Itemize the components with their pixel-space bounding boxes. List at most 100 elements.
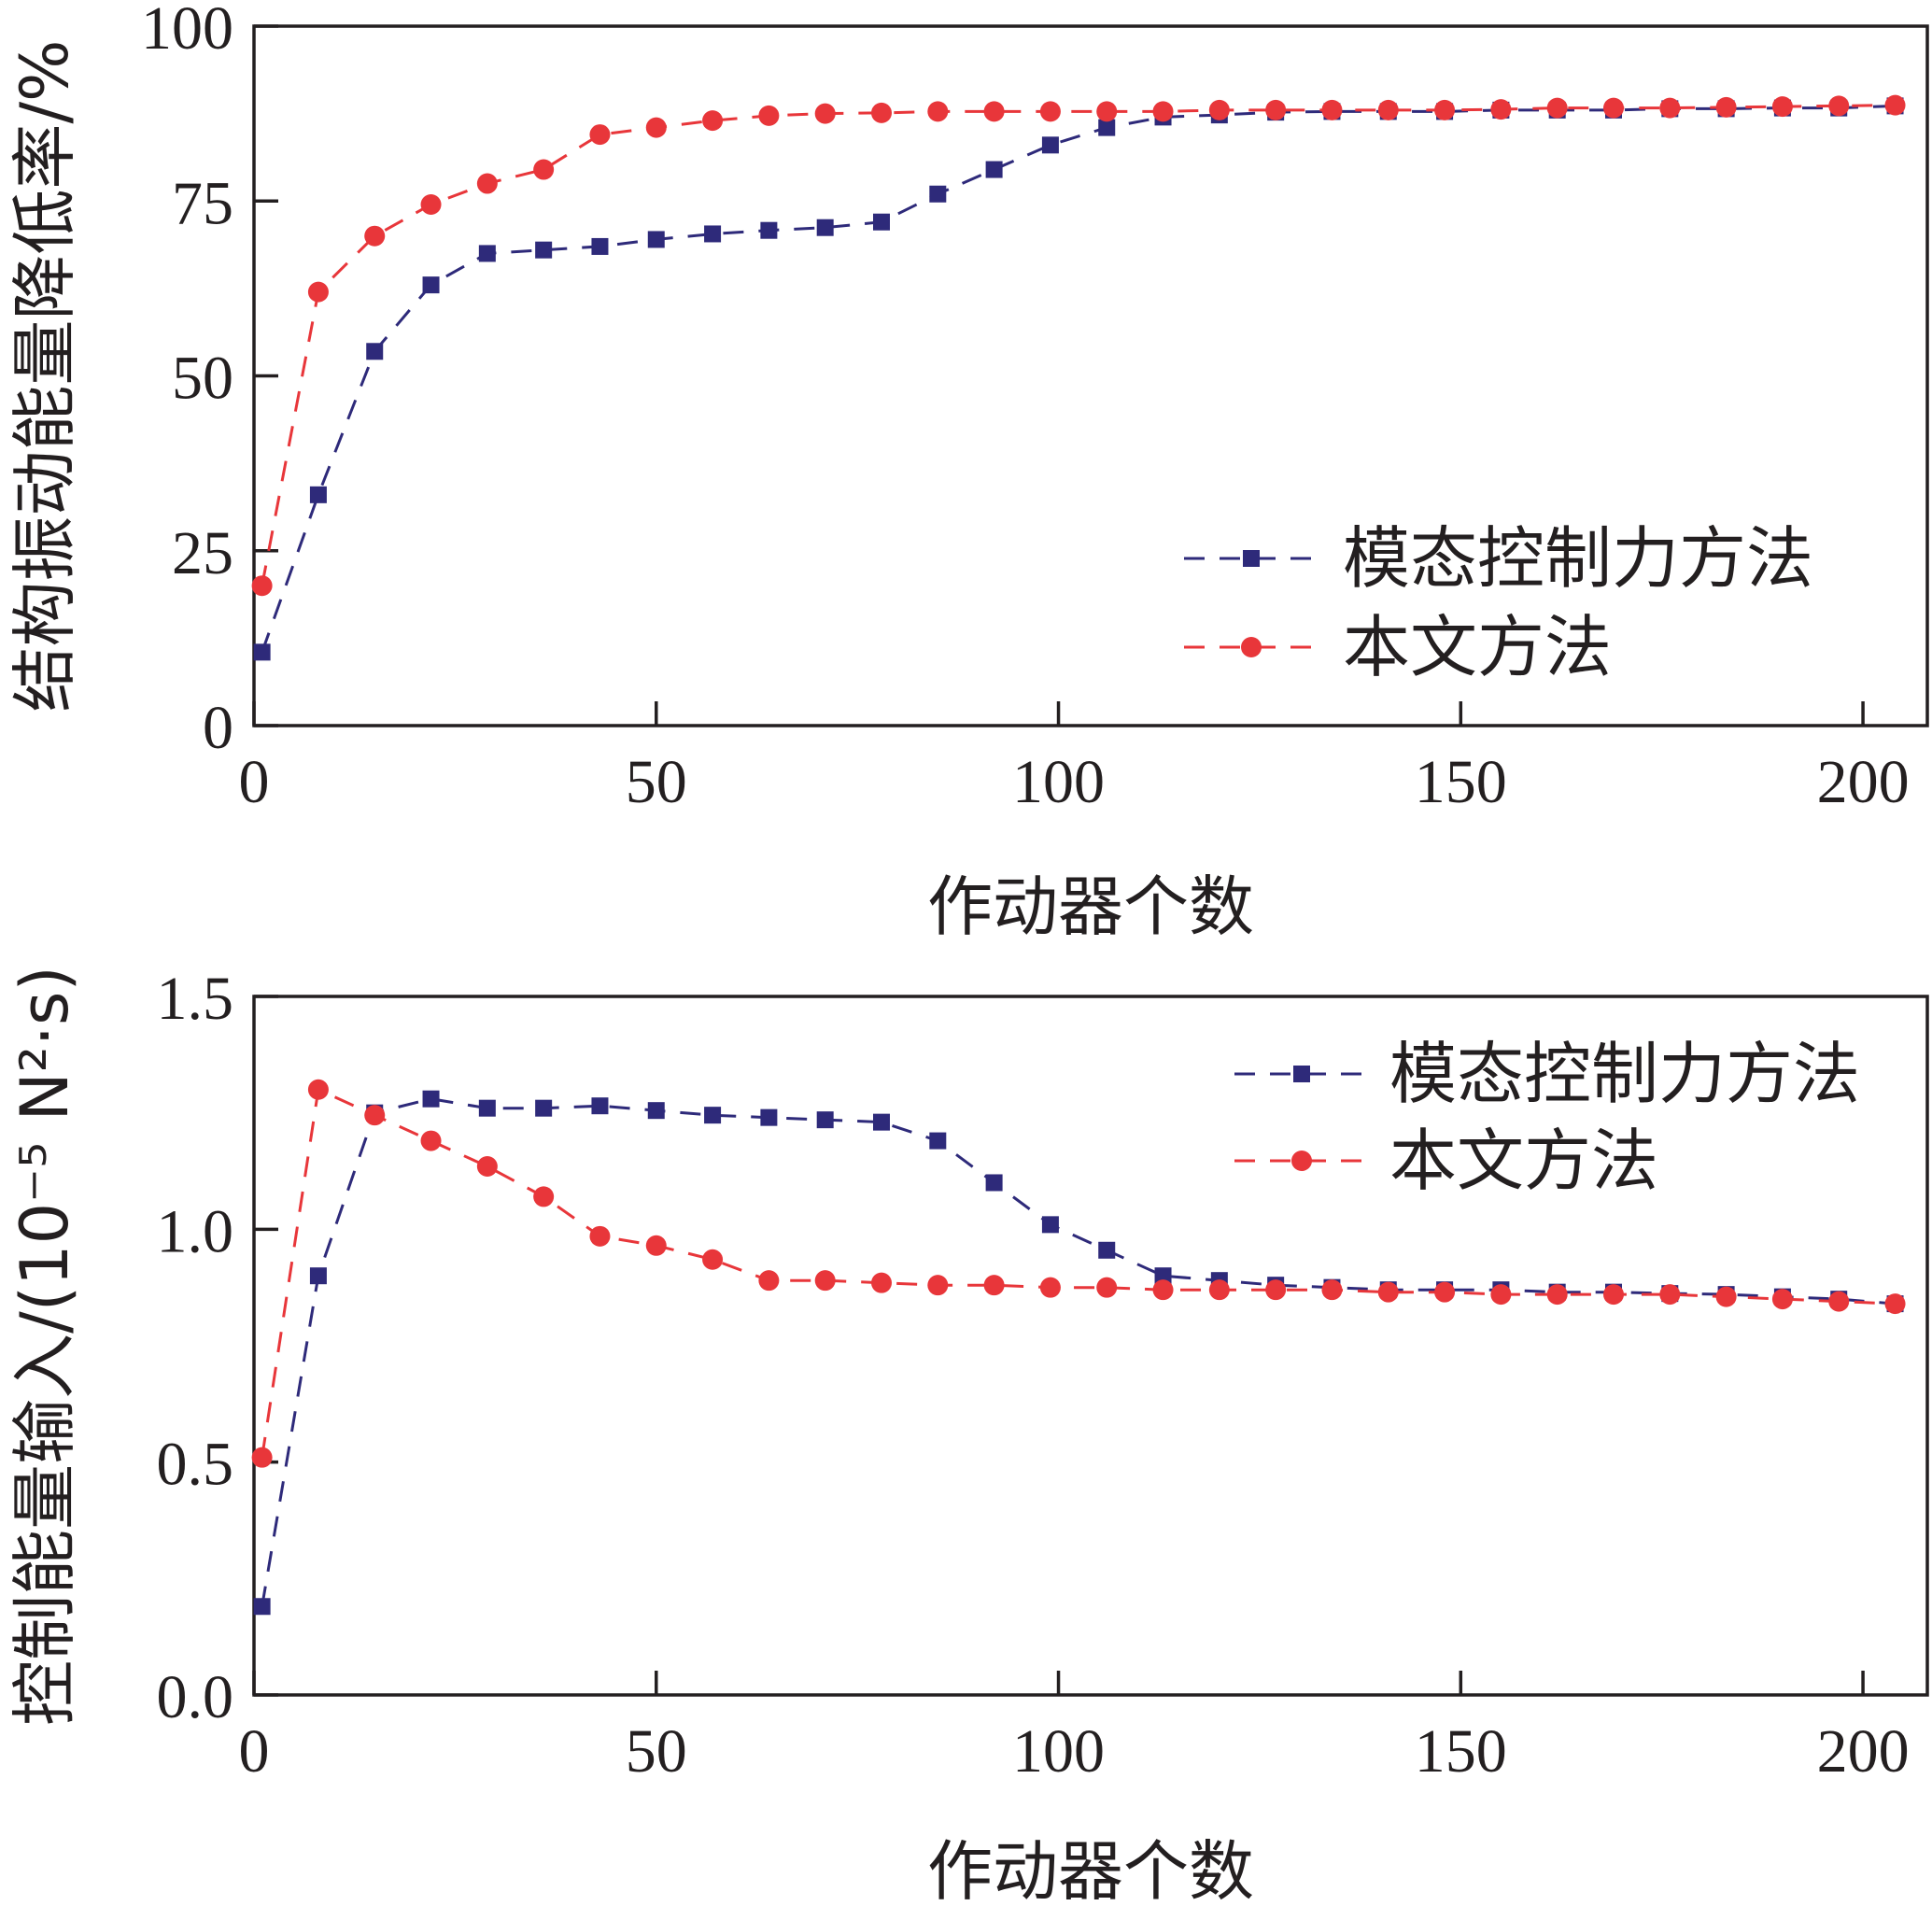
data-point bbox=[985, 1174, 1003, 1192]
legend-marker bbox=[1241, 637, 1262, 657]
data-point bbox=[422, 1090, 440, 1108]
data-point bbox=[929, 185, 947, 203]
y-tick-label: 0.0 bbox=[157, 1663, 234, 1731]
data-point bbox=[591, 1097, 609, 1115]
data-point bbox=[645, 1235, 667, 1256]
data-point bbox=[702, 1249, 724, 1270]
data-point bbox=[1546, 1284, 1568, 1306]
data-point bbox=[873, 213, 890, 231]
data-point bbox=[1377, 1281, 1399, 1303]
legend-marker bbox=[1293, 1066, 1310, 1082]
data-point bbox=[1265, 1279, 1287, 1301]
data-point bbox=[589, 124, 611, 146]
data-point bbox=[1039, 1277, 1061, 1298]
y-tick-label: 75 bbox=[172, 169, 233, 237]
y-tick-label: 1.5 bbox=[157, 965, 234, 1033]
data-point bbox=[476, 173, 498, 194]
data-point bbox=[1884, 1293, 1906, 1315]
data-point bbox=[1603, 97, 1624, 119]
data-point bbox=[364, 1105, 386, 1126]
data-point bbox=[1715, 1286, 1737, 1307]
data-point bbox=[1096, 101, 1118, 122]
plot-frame bbox=[252, 24, 1929, 727]
series-line bbox=[261, 104, 1896, 586]
data-point bbox=[1828, 1291, 1850, 1312]
data-point bbox=[1434, 99, 1456, 120]
data-point bbox=[814, 1270, 836, 1292]
data-point bbox=[702, 110, 724, 132]
data-point bbox=[1771, 96, 1793, 118]
legend-label: 模态控制力方法 bbox=[1389, 1035, 1860, 1113]
series-proposed-method bbox=[251, 94, 1906, 597]
data-point bbox=[647, 1102, 665, 1120]
data-point bbox=[1265, 99, 1287, 120]
y-axis-title: 控制能量输入/(10⁻⁵ N²·s) bbox=[7, 966, 83, 1726]
chart-control-energy: 0 50 100 150 200 0.0 0.5 1.0 1.5 作动器个数 控制能量输入/(10⁻… bbox=[7, 965, 1929, 1906]
y-axis-title: 结构振动能量降低率/% bbox=[7, 39, 83, 712]
data-point bbox=[1208, 99, 1230, 120]
x-tick-label: 0 bbox=[239, 748, 270, 816]
data-point bbox=[591, 237, 609, 255]
data-point bbox=[871, 1272, 892, 1293]
y-tick-label: 100 bbox=[141, 0, 233, 63]
data-point bbox=[1490, 99, 1512, 120]
legend-entry: 模态控制力方法 bbox=[1234, 1035, 1860, 1113]
data-point bbox=[760, 221, 778, 239]
data-point bbox=[1039, 101, 1061, 122]
data-point bbox=[251, 575, 273, 597]
data-point bbox=[307, 1079, 329, 1100]
data-point bbox=[927, 101, 949, 122]
data-point bbox=[476, 1156, 498, 1178]
data-point bbox=[647, 231, 665, 248]
data-point bbox=[253, 1598, 271, 1616]
data-point bbox=[1098, 1241, 1116, 1259]
data-point bbox=[420, 1130, 442, 1151]
data-point bbox=[1096, 1277, 1118, 1298]
data-point bbox=[927, 1275, 949, 1296]
legend-marker bbox=[1243, 550, 1260, 567]
data-point bbox=[985, 161, 1003, 178]
data-point bbox=[758, 105, 780, 126]
x-tick-label: 100 bbox=[1012, 1717, 1105, 1786]
data-point bbox=[873, 1113, 890, 1131]
x-tick-label: 0 bbox=[239, 1717, 270, 1786]
data-point bbox=[309, 1267, 327, 1285]
x-tick-label: 200 bbox=[1817, 748, 1910, 816]
data-point bbox=[253, 643, 271, 661]
data-point bbox=[758, 1270, 780, 1292]
data-point bbox=[1098, 119, 1116, 136]
chart-energy-reduction: 0 50 100 150 200 0 25 50 75 100 作动器个数 结构振动能量降低率/% 模态… bbox=[7, 0, 1929, 945]
data-point bbox=[251, 1447, 273, 1468]
x-tick-label: 150 bbox=[1415, 748, 1507, 816]
x-tick-label: 50 bbox=[626, 748, 687, 816]
data-point bbox=[364, 225, 386, 247]
x-axis-title: 作动器个数 bbox=[927, 868, 1254, 945]
data-point bbox=[535, 1099, 553, 1117]
data-point bbox=[814, 103, 836, 124]
y-tick-label: 50 bbox=[172, 345, 233, 413]
data-point bbox=[704, 225, 722, 243]
data-point bbox=[533, 159, 555, 180]
data-point bbox=[1321, 99, 1343, 120]
data-point bbox=[478, 245, 496, 262]
data-point bbox=[1828, 95, 1850, 117]
data-point bbox=[366, 343, 384, 360]
legend-entry: 本文方法 bbox=[1234, 1122, 1658, 1200]
series-proposed-method bbox=[251, 1079, 1906, 1468]
x-tick-label: 100 bbox=[1012, 748, 1105, 816]
x-axis-title: 作动器个数 bbox=[927, 1833, 1254, 1906]
data-point bbox=[1659, 1284, 1681, 1306]
x-tick-label: 200 bbox=[1817, 1717, 1910, 1786]
data-point bbox=[1434, 1281, 1456, 1303]
data-point bbox=[1154, 1267, 1172, 1285]
legend-marker bbox=[1291, 1151, 1312, 1171]
data-point bbox=[1546, 97, 1568, 119]
data-point bbox=[309, 486, 327, 503]
x-tick-label: 50 bbox=[626, 1717, 687, 1786]
data-point bbox=[1659, 97, 1681, 119]
series-line bbox=[261, 104, 1896, 653]
x-tick-label: 150 bbox=[1415, 1717, 1507, 1786]
legend-label: 本文方法 bbox=[1343, 608, 1612, 686]
legend-entry: 本文方法 bbox=[1184, 608, 1612, 686]
data-point bbox=[704, 1107, 722, 1124]
